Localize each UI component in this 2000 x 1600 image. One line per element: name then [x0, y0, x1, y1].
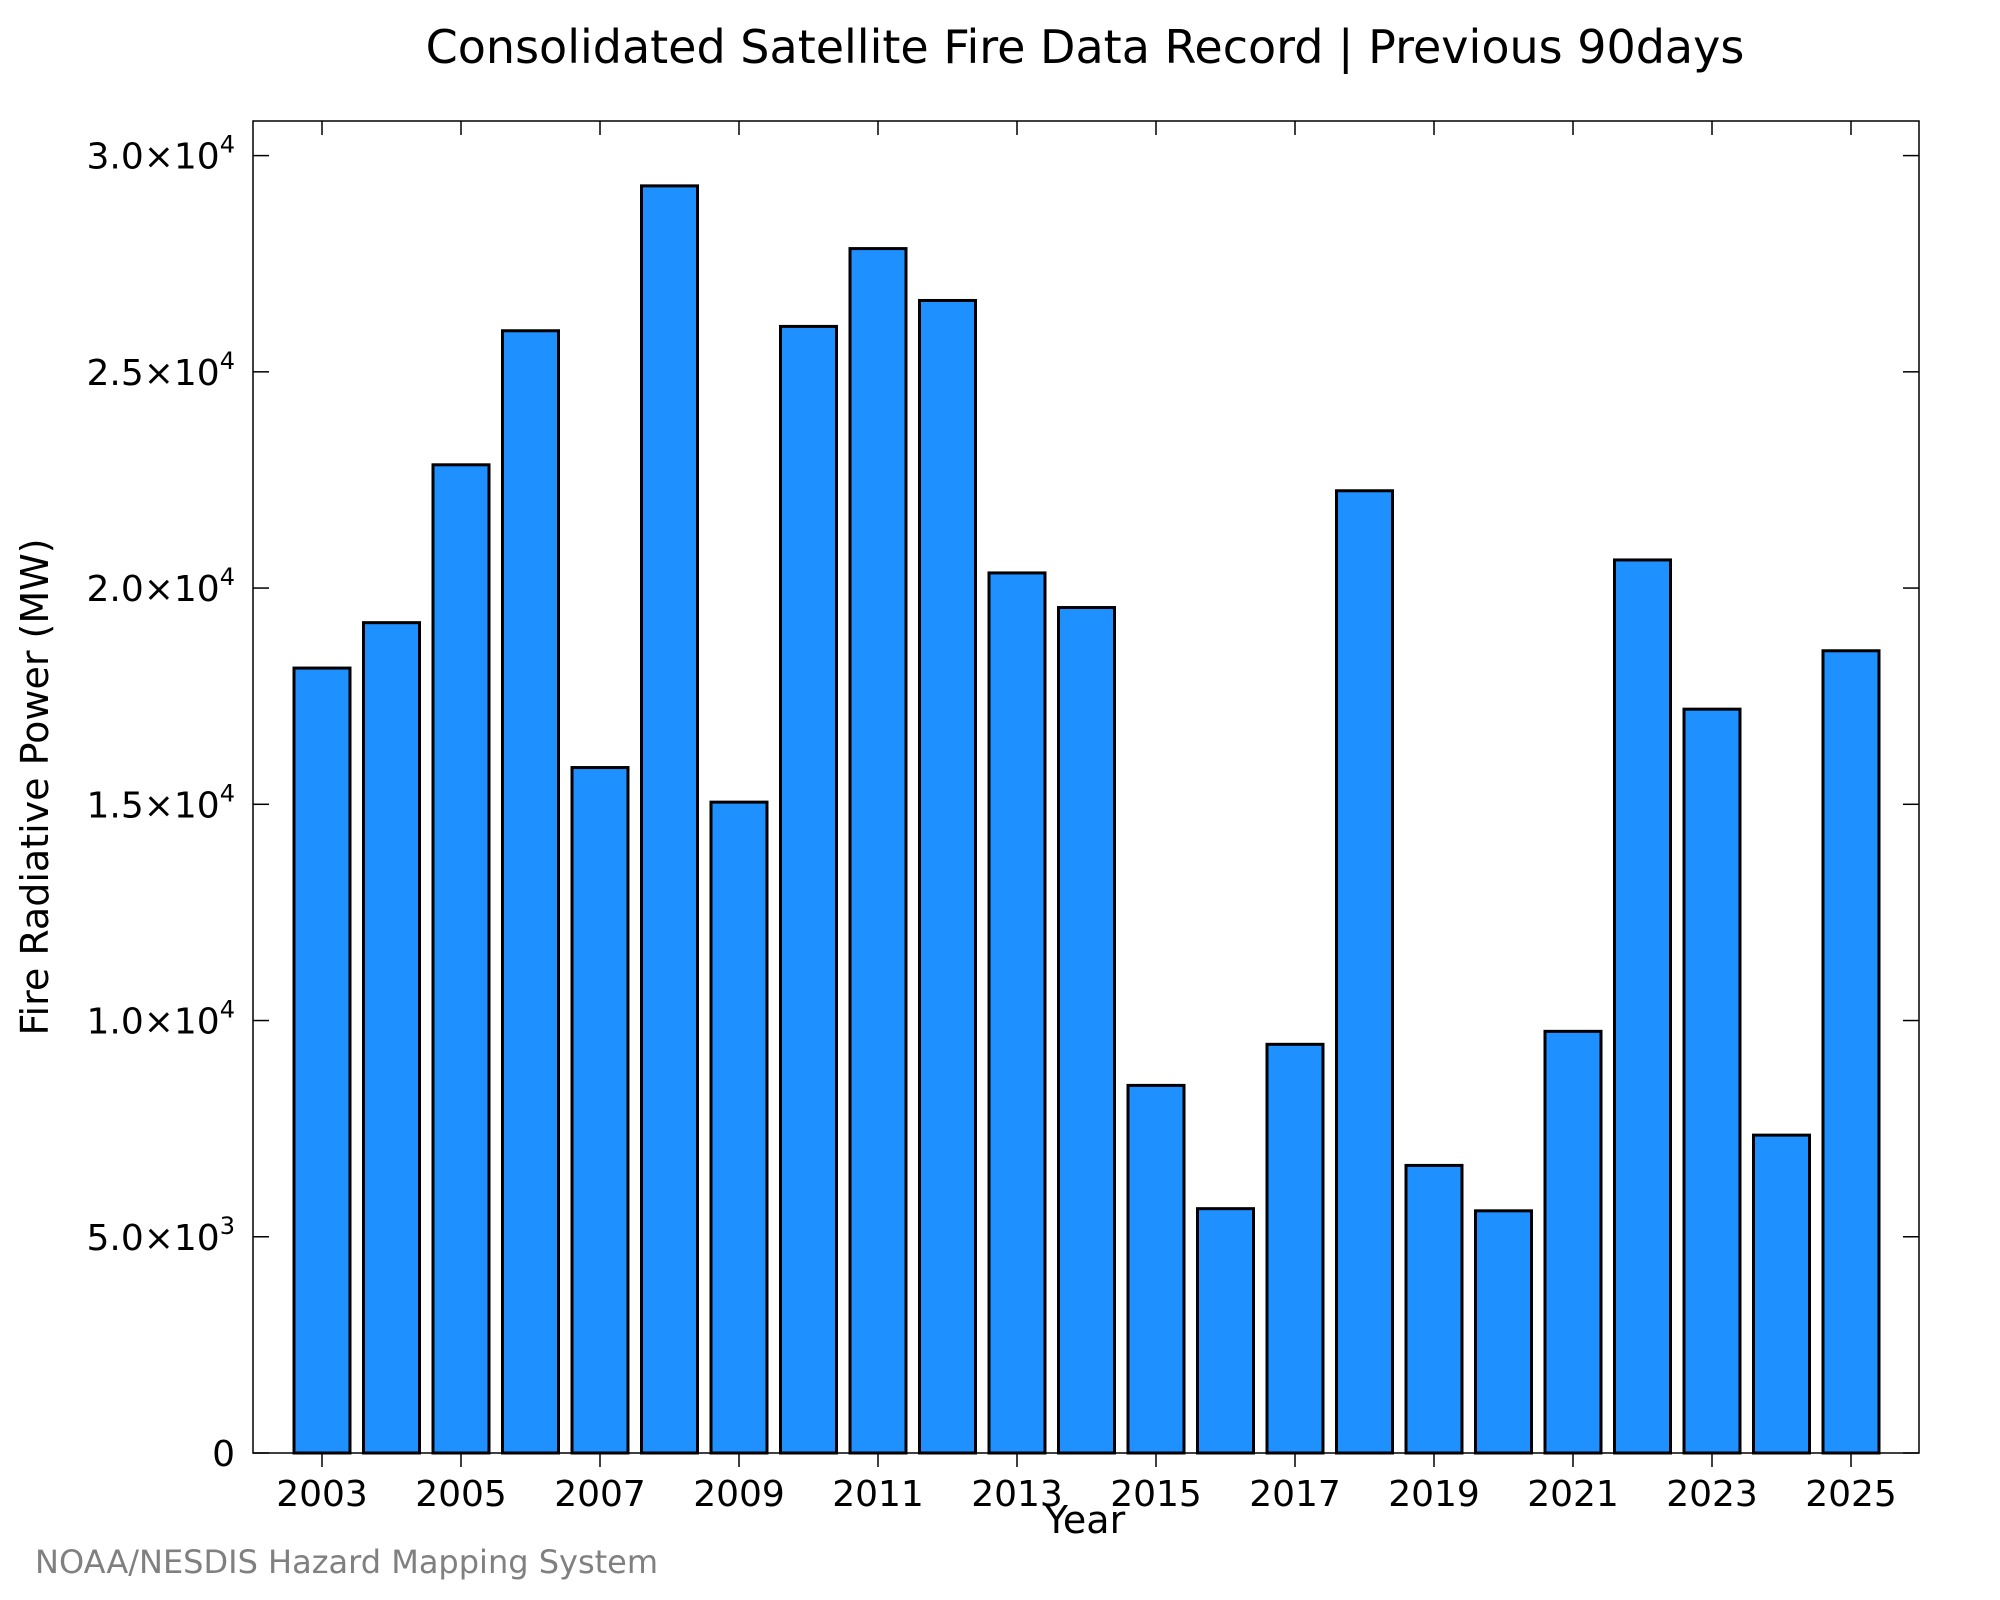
- y-tick-label: 5.0×103: [86, 1212, 235, 1259]
- x-axis-label: Year: [1044, 1498, 1126, 1542]
- y-tick-label: 0: [212, 1434, 235, 1475]
- y-tick-label: 3.0×104: [86, 131, 235, 178]
- x-tick-label: 2005: [415, 1474, 507, 1515]
- bars-layer: [292, 184, 1881, 1455]
- bar-2019: [1404, 1163, 1464, 1455]
- bar-2023: [1682, 707, 1742, 1455]
- x-tick-label: 2009: [693, 1474, 785, 1515]
- bar-2017: [1265, 1042, 1325, 1455]
- x-tick-label: 2015: [1110, 1474, 1202, 1515]
- bar-2005: [431, 463, 491, 1455]
- bar-2016: [1196, 1207, 1255, 1455]
- x-tick-label: 2011: [832, 1474, 924, 1515]
- plot-frame: [252, 120, 1920, 1454]
- bar-2008: [640, 184, 699, 1455]
- x-tick-label: 2003: [276, 1474, 368, 1515]
- bar-2013: [987, 571, 1047, 1455]
- x-tick-label: 2021: [1527, 1474, 1619, 1515]
- bar-2022: [1613, 558, 1672, 1455]
- bar-2018: [1335, 489, 1394, 1455]
- bar-2003: [292, 666, 352, 1455]
- x-tick-label: 2023: [1666, 1474, 1758, 1515]
- y-tick-label: 2.0×104: [86, 563, 235, 610]
- bar-2006: [501, 329, 560, 1455]
- x-tick-label: 2025: [1805, 1474, 1897, 1515]
- bar-2007: [570, 766, 630, 1455]
- bar-2015: [1126, 1083, 1186, 1455]
- bar-2024: [1752, 1133, 1811, 1455]
- x-tick-label: 2017: [1249, 1474, 1341, 1515]
- bar-2012: [918, 298, 977, 1455]
- bar-2021: [1543, 1029, 1603, 1455]
- x-tick-label: 2007: [554, 1474, 646, 1515]
- bar-2009: [709, 800, 769, 1455]
- bar-2020: [1474, 1209, 1533, 1455]
- y-tick-label: 1.5×104: [86, 779, 235, 826]
- chart-title: Consolidated Satellite Fire Data Record …: [426, 20, 1745, 75]
- bar-2025: [1821, 649, 1881, 1455]
- bar-2004: [362, 621, 421, 1455]
- x-tick-label: 2019: [1388, 1474, 1480, 1515]
- ticks-layer: 0 5.0×103 1.0×104 1.5×104 2.0×104 2.5×104 3.0×…: [86, 121, 1919, 1515]
- y-tick-label: 1.0×104: [86, 996, 235, 1043]
- credit-text: NOAA/NESDIS Hazard Mapping System: [35, 1543, 658, 1581]
- bar-2010: [779, 324, 838, 1455]
- y-axis-label: Fire Radiative Power (MW): [13, 538, 57, 1035]
- bar-2014: [1057, 606, 1116, 1455]
- y-tick-label: 2.5×104: [86, 347, 235, 394]
- x-tick-label: 2013: [971, 1474, 1063, 1515]
- bar-2011: [848, 247, 908, 1455]
